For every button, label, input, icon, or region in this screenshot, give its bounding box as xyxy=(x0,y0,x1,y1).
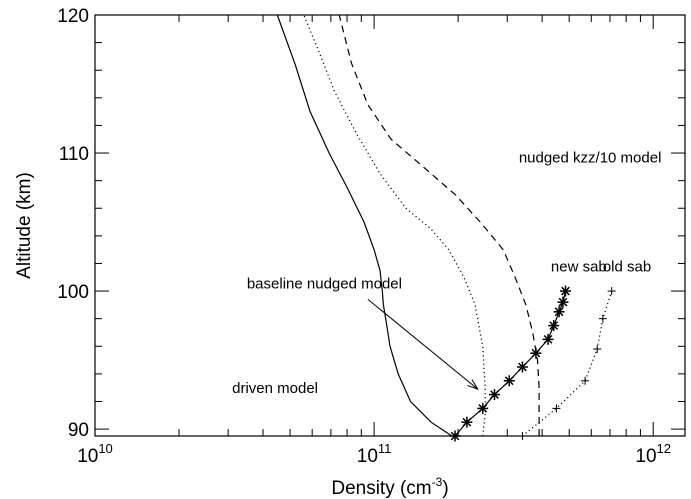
x-tick-label: 1012 xyxy=(635,441,671,467)
annotation-arrow-line xyxy=(367,298,478,390)
series-line-3 xyxy=(338,14,540,436)
plus-marker xyxy=(593,345,602,354)
series-line-2 xyxy=(303,14,486,437)
x-tick-label: 1010 xyxy=(77,441,113,467)
asterisk-marker xyxy=(516,361,528,373)
plus-marker xyxy=(607,287,616,296)
x-tick-label: 1011 xyxy=(357,441,392,467)
asterisk-marker xyxy=(553,306,565,318)
asterisk-marker xyxy=(477,402,489,414)
y-tick-label: 120 xyxy=(57,6,89,27)
annotation-label: baseline nudged model xyxy=(247,275,402,292)
series-group xyxy=(276,14,613,437)
plus-marker xyxy=(552,404,561,413)
plus-marker xyxy=(598,314,607,323)
plus-marker xyxy=(581,376,590,385)
plot-frame xyxy=(94,14,686,437)
marker-group xyxy=(449,285,616,442)
tick-group: 1010 1011 1012 90 100 110 120 xyxy=(57,6,685,467)
asterisk-marker xyxy=(542,333,554,345)
annotation-label: nudged kzz/10 model xyxy=(519,150,662,167)
y-tick-label: 90 xyxy=(68,420,89,441)
series-line-1 xyxy=(276,14,453,437)
asterisk-marker xyxy=(548,320,560,332)
asterisk-marker xyxy=(559,285,571,297)
asterisk-marker xyxy=(557,296,569,308)
annotation-label: new sab xyxy=(551,259,607,276)
asterisk-marker xyxy=(530,347,542,359)
annotation-label: driven model xyxy=(232,380,318,397)
y-tick-label: 110 xyxy=(59,144,89,165)
series-line-5 xyxy=(522,290,613,437)
y-axis-label: Altitude (km) xyxy=(14,172,35,279)
x-axis-label: Density (cm-3) xyxy=(331,475,448,499)
annotation-arrow-head xyxy=(467,379,479,390)
annotation-label: old sab xyxy=(603,259,651,276)
asterisk-marker xyxy=(488,389,500,401)
asterisk-marker xyxy=(503,375,515,387)
asterisk-marker xyxy=(461,416,473,428)
y-tick-label: 100 xyxy=(57,282,89,303)
